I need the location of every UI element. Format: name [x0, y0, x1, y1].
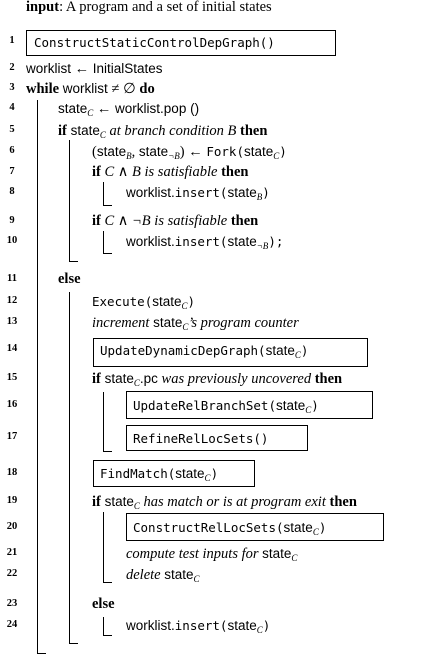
algorithm-line-14: UpdateDynamicDepGraph(stateC)	[100, 343, 309, 360]
if-block-end	[103, 451, 112, 452]
else-block-line	[69, 292, 70, 644]
procedure-box	[126, 513, 384, 541]
algorithm-line-11: else	[58, 271, 81, 288]
procedure-box	[26, 30, 336, 56]
algorithm-line-17: RefineRelLocSets()	[133, 430, 268, 447]
if-block-line	[103, 512, 104, 583]
algorithm-line-2: worklist ← InitialStates	[26, 61, 163, 77]
algorithm-line-10: worklist.insert(state¬B);	[126, 234, 284, 251]
while-block-line	[37, 100, 38, 654]
algorithm-input-line: input: A program and a set of initial st…	[26, 0, 272, 16]
construct-static-control-dep-graph-call: ConstructStaticControlDepGraph()	[34, 35, 275, 50]
line-number: 9	[9, 215, 15, 226]
procedure-box	[126, 391, 373, 419]
line-number: 3	[9, 82, 15, 93]
algorithm-line-8: worklist.insert(stateB)	[126, 185, 270, 202]
algorithm-line-21: compute test inputs for stateC	[126, 546, 298, 563]
if-block-end	[103, 253, 112, 254]
line-number: 14	[6, 343, 18, 354]
if-block-end	[103, 205, 112, 206]
line-number: 19	[6, 495, 18, 506]
if-block-end	[103, 582, 112, 583]
input-description: : A program and a set of initial states	[59, 0, 272, 15]
line-number: 4	[9, 102, 15, 113]
else-keyword: else	[58, 271, 81, 287]
else-block-line	[103, 617, 104, 636]
algorithm-line-13: increment stateC’s program counter	[92, 315, 299, 332]
line-number: 13	[6, 316, 18, 327]
line-number: 10	[6, 235, 18, 246]
procedure-box	[93, 338, 368, 367]
algorithm-line-3: while worklist ≠ ∅ do	[26, 81, 155, 97]
else-block-end	[69, 643, 78, 644]
line-number: 8	[9, 186, 15, 197]
procedure-box	[126, 425, 308, 451]
algorithm-line-18: FindMatch(stateC)	[100, 466, 219, 483]
line-number: 1	[9, 35, 15, 46]
then-block-line	[69, 140, 70, 262]
refine-rel-loc-sets-call: RefineRelLocSets()	[133, 431, 269, 446]
line-number: 20	[6, 521, 18, 532]
algorithm-line-16: UpdateRelBranchSet(stateC)	[133, 398, 319, 415]
then-block-end	[69, 261, 78, 262]
line-number: 16	[6, 399, 18, 410]
algorithm-line-24: worklist.insert(stateC)	[126, 618, 271, 635]
line-number: 23	[6, 598, 18, 609]
if-block-line	[103, 392, 104, 452]
algorithm-line-7: if C ∧ B is satisfiable then	[92, 164, 249, 180]
line-number: 6	[9, 145, 15, 156]
input-keyword: input	[26, 0, 60, 15]
while-block-end	[37, 653, 46, 654]
procedure-box	[93, 460, 255, 487]
if-block-line	[103, 182, 104, 206]
else-keyword: else	[92, 596, 115, 612]
line-number: 2	[9, 62, 15, 73]
algorithm-line-9: if C ∧ ¬B is satisfiable then	[92, 213, 259, 229]
if-block-line	[103, 231, 104, 254]
line-number: 12	[6, 295, 18, 306]
line-number: 22	[6, 568, 18, 579]
algorithm-line-19: if stateC has match or is at program exi…	[92, 494, 357, 511]
algorithm-line-12: Execute(stateC)	[92, 294, 196, 311]
algorithm-line-6: (stateB, state¬B) ← Fork(stateC)	[92, 144, 287, 161]
line-number: 18	[6, 467, 18, 478]
algorithm-line-22: delete stateC	[126, 567, 200, 584]
algorithm-line-5: if stateC at branch condition B then	[58, 123, 268, 140]
algorithm-line-15: if stateC.pc was previously uncovered th…	[92, 371, 343, 388]
algorithm-line-4: stateC ← worklist.pop ()	[58, 101, 200, 118]
algorithm-line-1: ConstructStaticControlDepGraph()	[34, 34, 275, 51]
algorithm-line-23: else	[92, 596, 115, 613]
line-number: 21	[6, 547, 18, 558]
line-number: 5	[9, 124, 15, 135]
line-number: 17	[6, 431, 18, 442]
else-block-end	[103, 635, 112, 636]
while-keyword: while	[26, 81, 60, 97]
algorithm-line-20: ConstructRelLocSets(stateC)	[133, 520, 327, 537]
line-number: 11	[7, 273, 17, 284]
line-number: 7	[9, 166, 15, 177]
line-number: 24	[6, 619, 18, 630]
line-number: 15	[6, 372, 18, 383]
